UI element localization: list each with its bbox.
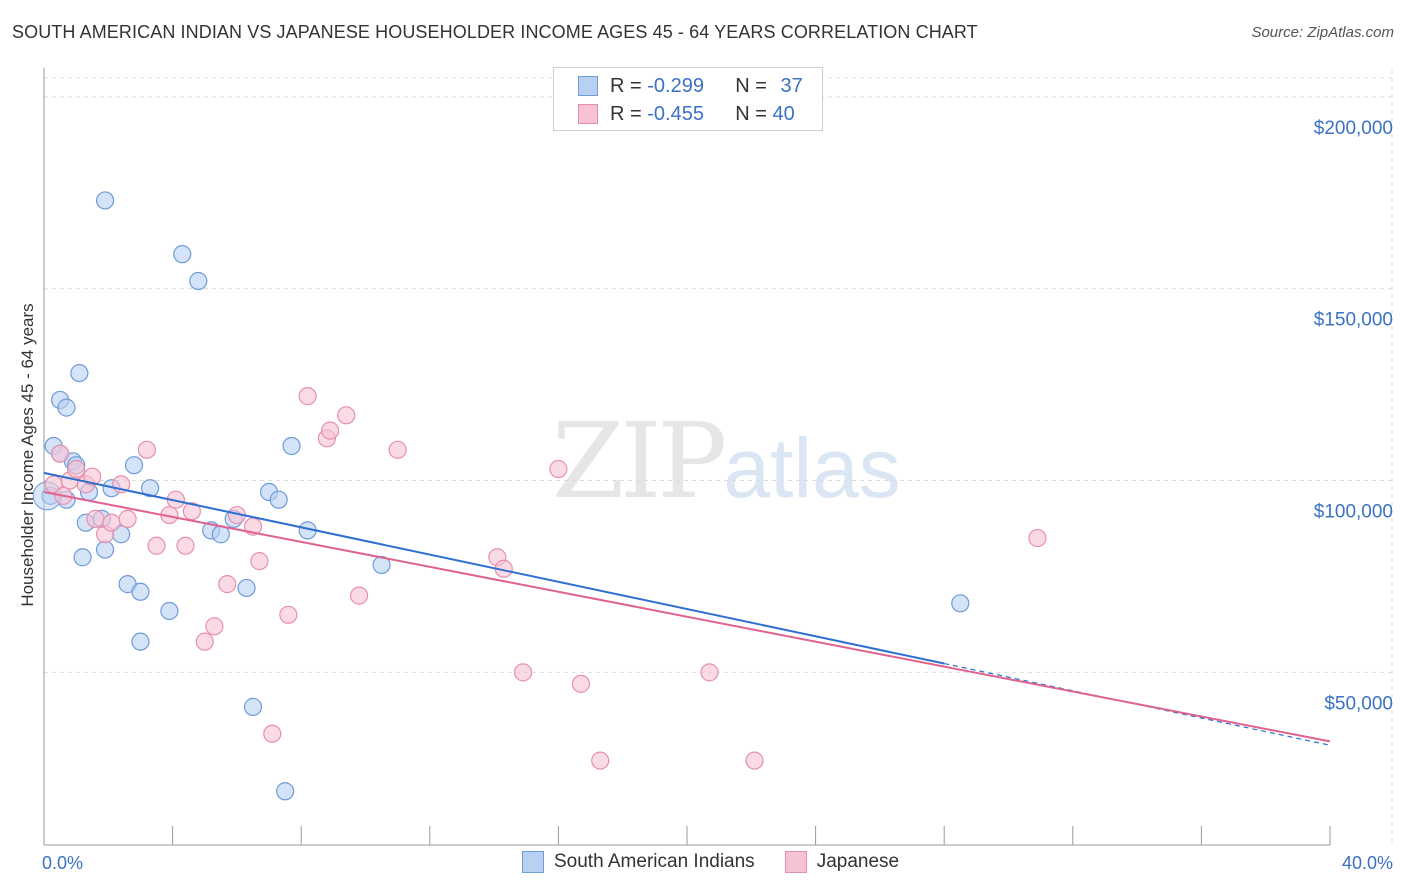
- data-point: [549, 459, 568, 479]
- data-point: [95, 540, 115, 559]
- legend-n-label: N =: [735, 102, 773, 125]
- legend-row-south-american-indians: R = -0.299 N = 37: [578, 73, 803, 99]
- data-point: [205, 617, 224, 636]
- y-axis-title: Householder Income Ages 45 - 64 years: [18, 303, 37, 606]
- series-japanese: [44, 387, 1047, 770]
- legend-row-japanese: R = -0.455 N = 40: [578, 101, 795, 127]
- data-point: [591, 751, 610, 770]
- legend-n-value: 37: [780, 74, 803, 97]
- trend-line-japanese: [43, 491, 1331, 743]
- data-point: [147, 536, 166, 555]
- data-point: [372, 555, 391, 575]
- trend-lines: [43, 471, 1331, 746]
- data-point: [70, 363, 89, 383]
- data-point: [349, 586, 369, 605]
- data-point: [250, 551, 269, 571]
- data-point: [263, 724, 282, 743]
- data-point: [282, 436, 301, 456]
- data-point: [298, 387, 317, 406]
- data-point: [388, 440, 407, 459]
- data-point: [321, 421, 340, 440]
- x-tick-label: 40.0%: [1342, 853, 1393, 873]
- source-label: Source: ZipAtlas.com: [1251, 24, 1394, 41]
- data-point: [571, 674, 591, 693]
- gridlines: [44, 70, 1393, 845]
- legend-swatch-pink: [784, 851, 807, 873]
- legend-n-value: 40: [772, 102, 795, 125]
- data-point: [237, 578, 256, 598]
- data-point: [951, 594, 970, 613]
- data-point: [137, 440, 156, 459]
- watermark-zip: ZIP: [552, 400, 727, 522]
- data-point: [95, 191, 115, 210]
- data-point: [73, 548, 92, 567]
- legend-swatch-pink: [578, 104, 598, 124]
- data-point: [102, 513, 121, 532]
- y-tick-label: $200,000: [1314, 118, 1393, 139]
- y-tick-label: $100,000: [1314, 502, 1393, 523]
- data-point: [118, 509, 137, 528]
- data-point: [131, 582, 150, 601]
- data-point: [276, 782, 295, 801]
- data-point: [86, 509, 105, 528]
- data-point: [337, 406, 356, 425]
- legend-r-value: -0.299: [647, 74, 704, 97]
- data-point: [57, 398, 76, 417]
- data-point: [124, 456, 144, 475]
- legend-label-south-american-indians: South American Indians: [554, 851, 755, 872]
- legend-r-label: R =: [610, 102, 648, 125]
- trend-line-south-american-indians: [43, 471, 945, 665]
- data-point: [173, 245, 192, 264]
- data-point: [189, 271, 208, 291]
- tick-labels: $50,000 $100,000 $150,000 $200,000 0.0% 40.0%…: [18, 118, 1393, 873]
- data-point: [700, 663, 719, 682]
- legend-swatch-blue: [522, 851, 544, 873]
- trend-line-south-american-indians-extension: [944, 662, 1331, 746]
- watermark: ZIPatlas: [552, 400, 901, 522]
- legend-n-label: N =: [735, 74, 773, 97]
- data-point: [83, 467, 102, 486]
- data-point: [513, 663, 533, 682]
- data-point: [269, 490, 288, 509]
- legend-label-japanese: Japanese: [816, 851, 900, 872]
- chart-title: SOUTH AMERICAN INDIAN VS JAPANESE HOUSEH…: [12, 22, 978, 42]
- legend-swatch-blue: [578, 76, 598, 96]
- data-point: [131, 632, 150, 651]
- data-point: [243, 697, 263, 716]
- data-point: [279, 605, 298, 624]
- data-point: [1028, 528, 1047, 548]
- x-tick-label: 0.0%: [42, 853, 83, 873]
- data-point: [176, 536, 195, 555]
- data-point: [140, 479, 160, 498]
- y-tick-label: $50,000: [1324, 693, 1393, 714]
- data-point: [160, 601, 179, 621]
- legend-r-label: R =: [610, 74, 648, 97]
- stats-legend: R = -0.299 N = 37 R = -0.455 N = 40: [553, 67, 823, 131]
- watermark-atlas: atlas: [723, 421, 901, 515]
- data-point: [745, 751, 764, 770]
- data-point: [50, 444, 70, 463]
- y-tick-label: $150,000: [1314, 310, 1393, 331]
- data-point: [218, 575, 237, 594]
- data-point: [195, 632, 214, 651]
- legend-r-value: -0.455: [647, 102, 704, 125]
- series-legend: South American Indians Japanese: [522, 851, 899, 873]
- axes: [43, 68, 1331, 846]
- data-point: [67, 459, 86, 479]
